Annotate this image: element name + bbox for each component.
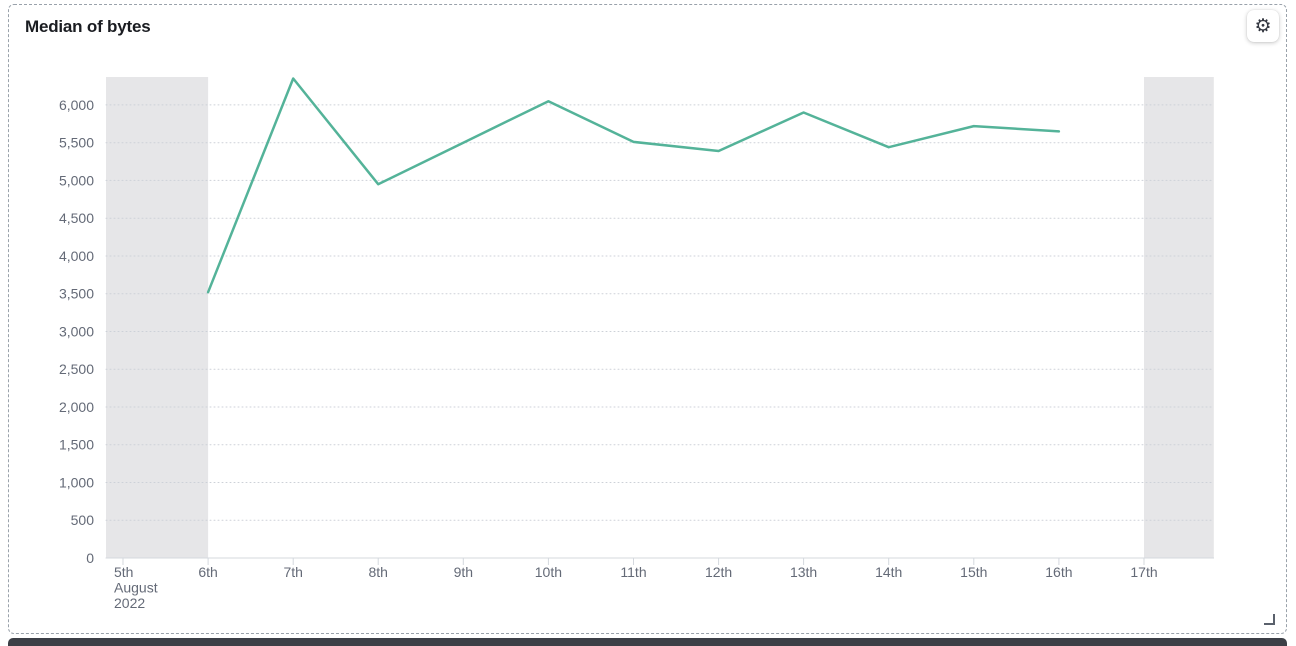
y-axis-tick-label: 1,000 bbox=[59, 475, 94, 491]
resize-handle-icon[interactable] bbox=[1264, 614, 1275, 625]
x-axis-tick-label: 8th bbox=[368, 564, 387, 580]
panel-title: Median of bytes bbox=[25, 17, 151, 36]
x-axis-date-label: August bbox=[114, 580, 158, 596]
y-axis-tick-label: 0 bbox=[86, 550, 94, 566]
y-axis-tick-label: 3,000 bbox=[59, 324, 94, 340]
y-axis-tick-label: 5,000 bbox=[59, 172, 94, 188]
x-axis-tick-label: 15th bbox=[960, 564, 987, 580]
partial-data-band bbox=[106, 77, 209, 558]
chart-canvas[interactable]: 0 500 1,000 1,500 2,000 2,500 3,000 3,500 4,000 4… bbox=[9, 45, 1288, 623]
y-axis-tick-label: 4,000 bbox=[59, 248, 94, 264]
y-axis-tick-label: 1,500 bbox=[59, 437, 94, 453]
y-axis-tick-label: 4,500 bbox=[59, 210, 94, 226]
x-axis-tick-label: 13th bbox=[790, 564, 817, 580]
x-axis-tick-label: 16th bbox=[1045, 564, 1072, 580]
y-axis-tick-label: 6,000 bbox=[59, 97, 94, 113]
x-axis-tick-label: 11th bbox=[620, 564, 646, 580]
partial-data-band bbox=[1144, 77, 1214, 558]
y-axis-tick-label: 500 bbox=[71, 512, 95, 528]
x-axis-tick-label: 10th bbox=[535, 564, 562, 580]
x-axis-tick-label: 9th bbox=[454, 564, 473, 580]
x-axis-tick-label: 17th bbox=[1130, 564, 1157, 580]
adjacent-panel-edge bbox=[8, 638, 1287, 646]
y-axis-tick-label: 3,500 bbox=[59, 286, 94, 302]
x-axis-tick-label: 7th bbox=[283, 564, 302, 580]
line-chart[interactable]: 0 500 1,000 1,500 2,000 2,500 3,000 3,500 4,000 4… bbox=[9, 45, 1288, 623]
y-axis-tick-label: 2,000 bbox=[59, 399, 94, 415]
dashboard-panel: Median of bytes ⚙ 0 500 1,000 1,500 2,000 2,5… bbox=[8, 4, 1287, 634]
y-axis-tick-label: 2,500 bbox=[59, 361, 94, 377]
x-axis-date-label: 2022 bbox=[114, 595, 145, 611]
x-axis-tick-label: 5th bbox=[114, 564, 133, 580]
panel-settings-button[interactable]: ⚙ bbox=[1247, 10, 1279, 42]
x-axis-tick-label: 6th bbox=[198, 564, 217, 580]
x-axis-tick-label: 12th bbox=[705, 564, 732, 580]
gear-icon: ⚙ bbox=[1254, 15, 1272, 37]
metric-line bbox=[206, 77, 1061, 294]
x-axis-tick-label: 14th bbox=[875, 564, 902, 580]
y-axis-tick-label: 5,500 bbox=[59, 135, 94, 151]
